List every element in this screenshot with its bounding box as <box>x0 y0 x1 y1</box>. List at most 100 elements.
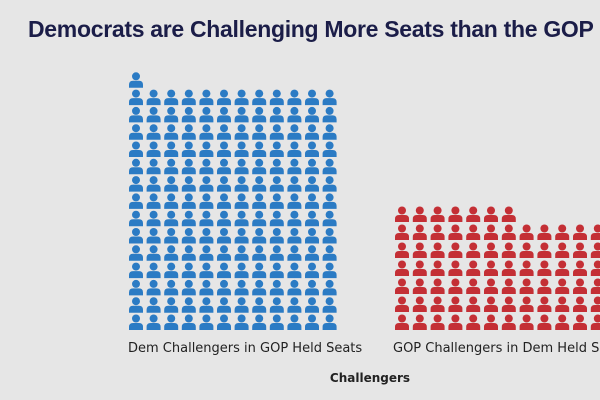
gop-challenger-icon <box>448 242 463 258</box>
dem-challenger-icon <box>164 279 179 296</box>
gop-challenger-icon <box>412 260 427 276</box>
dem-challenger-icon <box>252 279 267 296</box>
dem-challenger-icon <box>164 124 179 140</box>
dem-challenger-icon <box>146 89 161 106</box>
gop-challenger-icon <box>430 260 445 276</box>
gop-challenger-icon <box>430 206 445 222</box>
dem-challenger-icon <box>252 314 267 330</box>
gop-challenger-icon <box>412 278 427 294</box>
dem-challenger-icon <box>217 193 231 209</box>
dem-challenger-icon <box>181 314 196 330</box>
gop-challenger-icon <box>501 224 516 240</box>
gop-challenger-icon <box>519 260 534 276</box>
gop-challenger-icon <box>448 224 463 240</box>
x-axis-label: Challengers <box>329 371 411 385</box>
dem-challenger-icon <box>199 279 214 296</box>
dem-challenger-icon <box>217 176 231 192</box>
gop-challenger-icon <box>430 314 445 330</box>
dem-challenger-icon <box>129 124 143 140</box>
dem-challenger-icon <box>252 193 267 209</box>
dem-challenger-icon <box>129 262 143 279</box>
dem-challenger-icon <box>129 297 143 313</box>
dem-challenger-icon <box>146 314 161 330</box>
gop-challenger-icon <box>448 206 463 222</box>
dem-challenger-icon <box>287 297 302 313</box>
dem-challenger-icon <box>322 124 337 140</box>
dem-challenger-icon <box>164 245 179 261</box>
gop-challenger-icon <box>501 260 516 276</box>
dem-challenger-icon <box>217 245 231 261</box>
dem-challenger-icon <box>287 176 302 192</box>
dem-challenger-icon <box>129 141 143 157</box>
dem-challenger-icon <box>269 245 284 261</box>
dem-challenger-icon <box>322 262 337 279</box>
dem-challenger-icon <box>181 141 196 157</box>
dem-challenger-icon <box>146 279 161 296</box>
gop-challenger-icon <box>395 206 409 222</box>
dem-challenger-icon <box>199 106 214 123</box>
dem-challenger-icon <box>181 193 196 209</box>
dem-challenger-icon <box>146 297 161 313</box>
gop-challenger-icon <box>501 296 516 312</box>
dem-challenger-icon <box>129 228 143 244</box>
gop-challenger-icon <box>573 260 587 276</box>
dem-challenger-icon <box>269 279 284 296</box>
gop-challenger-icon <box>484 260 498 276</box>
gop-challenger-icon <box>466 296 481 312</box>
dem-challenger-icon <box>181 228 196 244</box>
dem-challenger-icon <box>217 210 231 227</box>
dem-challenger-icon <box>287 245 302 261</box>
dem-challenger-icon <box>199 141 214 157</box>
dem-challenger-icon <box>305 210 319 227</box>
gop-challenger-icon <box>448 296 463 312</box>
gop-challenger-icon <box>412 206 427 222</box>
gop-challenger-icon <box>466 242 481 258</box>
gop-challenger-icon <box>484 278 498 294</box>
dem-challenger-icon <box>146 141 161 157</box>
gop-challenger-icon <box>573 314 587 330</box>
gop-challenger-icon <box>519 242 534 258</box>
dem-challenger-icon <box>129 72 143 88</box>
gop-challenger-icon <box>555 296 570 312</box>
dem-challenger-icon <box>322 297 337 313</box>
gop-challenger-icon <box>412 296 427 312</box>
gop-challenger-icon <box>555 242 570 258</box>
dem-challenger-icon <box>129 176 143 192</box>
gop-challenger-icon <box>573 296 587 312</box>
gop-challenger-icon <box>590 296 600 312</box>
gop-challenger-icon <box>395 296 409 312</box>
dem-challenger-icon <box>322 141 337 157</box>
gop-challenger-icon <box>466 260 481 276</box>
dem-challenger-icon <box>129 279 143 296</box>
dem-challenger-icon <box>234 193 249 209</box>
gop-challenger-icon <box>466 278 481 294</box>
dem-challenger-icon <box>322 245 337 261</box>
dem-challenger-icon <box>234 158 249 175</box>
gop-challenger-icon <box>537 314 552 330</box>
dem-challenger-icon <box>181 106 196 123</box>
dem-challenger-icon <box>287 193 302 209</box>
dem-challenger-icon <box>252 176 267 192</box>
dem-challenger-icon <box>234 314 249 330</box>
dem-challenger-icon <box>199 245 214 261</box>
gop-challenger-icon <box>412 242 427 258</box>
gop-challenger-icon <box>590 242 600 258</box>
dem-challenger-icon <box>164 158 179 175</box>
gop-challenger-icon <box>395 278 409 294</box>
dem-challenger-icon <box>269 210 284 227</box>
dem-challenger-icon <box>269 262 284 279</box>
dem-challenger-icon <box>322 106 337 123</box>
dem-challenger-icon <box>252 262 267 279</box>
dem-challenger-icon <box>217 228 231 244</box>
dem-challenger-icon <box>181 210 196 227</box>
dem-challenger-icon <box>269 141 284 157</box>
dem-challenger-icon <box>164 228 179 244</box>
gop-challenger-icon <box>501 314 516 330</box>
dem-challenger-icon <box>305 106 319 123</box>
dem-challenger-icon <box>164 193 179 209</box>
dem-challenger-icon <box>287 314 302 330</box>
dem-challenger-icon <box>146 124 161 140</box>
dem-challenger-icon <box>129 314 143 330</box>
dem-challenger-icon <box>234 279 249 296</box>
gop-challenger-icon <box>395 242 409 258</box>
